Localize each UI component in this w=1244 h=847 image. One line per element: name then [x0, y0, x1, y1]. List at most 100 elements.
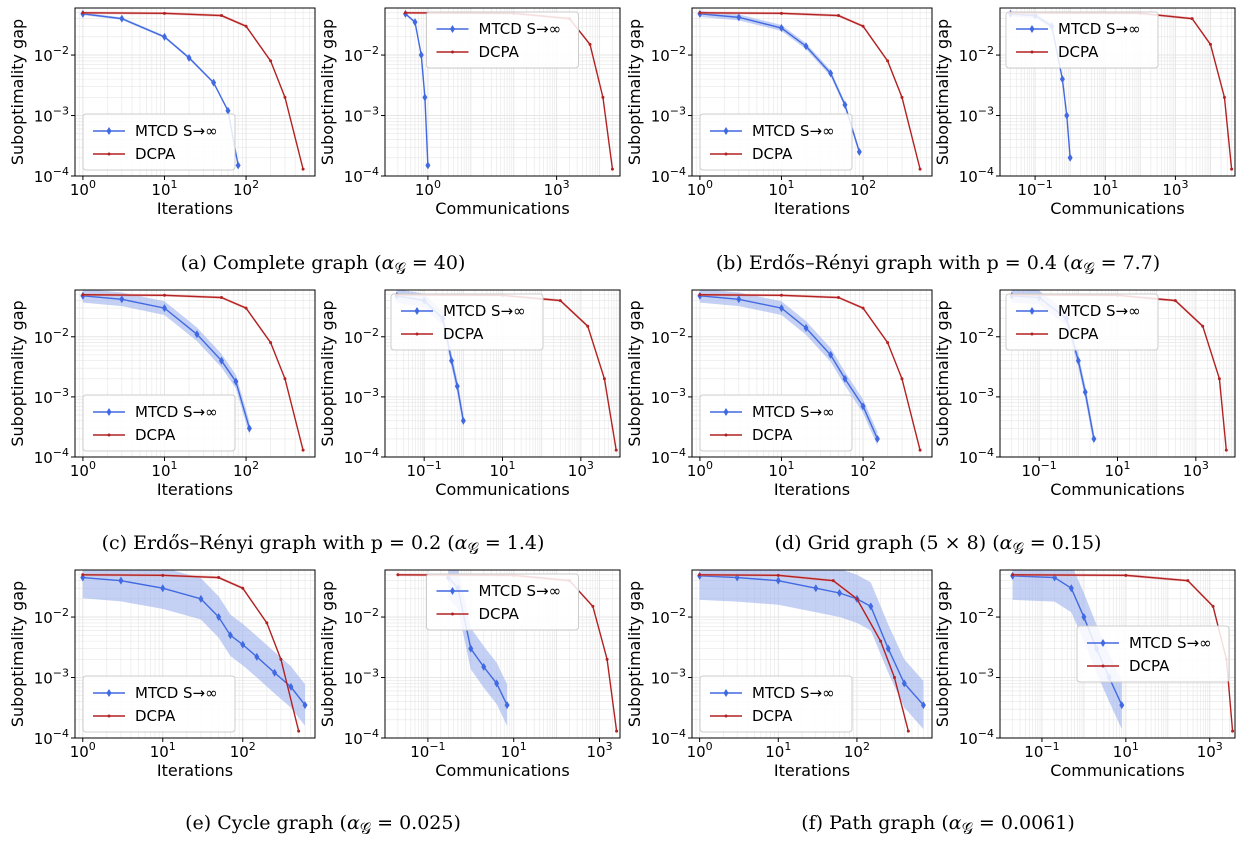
y-tick-label: 10−2: [959, 44, 994, 65]
y-tick-label: 10−4: [34, 727, 69, 748]
data-point-mtcd: [118, 576, 124, 585]
legend: MTCD S→∞ DCPA: [390, 293, 544, 351]
data-point-dcpa: [265, 621, 269, 625]
data-point-mtcd: [272, 668, 278, 677]
y-tick-label: 10−4: [651, 727, 686, 748]
data-point-dcpa: [1208, 42, 1212, 46]
series-line-mtcd: [699, 295, 879, 440]
legend-marker-dcpa: [451, 50, 454, 54]
data-point-mtcd: [481, 662, 487, 671]
data-point-mtcd: [254, 652, 260, 661]
data-point-mtcd: [1091, 434, 1097, 443]
data-point-dcpa: [698, 293, 702, 297]
data-point-mtcd: [227, 631, 233, 640]
legend-label-dcpa: DCPA: [752, 426, 793, 444]
y-tick-label: 10−4: [344, 727, 379, 748]
data-point-dcpa: [244, 306, 248, 310]
caption-e: (e) Cycle graph (α𝒢 = 0.025): [185, 812, 461, 838]
data-point-dcpa: [81, 293, 85, 297]
x-tick-label: 101: [768, 459, 794, 480]
legend: MTCD S→∞ DCPA: [699, 113, 853, 171]
chart-f-right: 10−1 101 103 10−4 10−3 10−2 Communications Subo…: [933, 569, 1236, 780]
y-tick-label: 10−3: [959, 386, 994, 407]
legend-label-dcpa: DCPA: [135, 145, 176, 163]
x-axis-label: Communications: [435, 480, 569, 499]
data-point-mtcd: [211, 78, 217, 87]
x-axis-label: Communications: [1050, 199, 1184, 218]
legend-frame: [426, 573, 579, 631]
data-point-mtcd: [856, 147, 862, 156]
data-point-dcpa: [269, 341, 273, 345]
legend-marker-mtcd: [1029, 307, 1035, 315]
data-point-mtcd: [778, 24, 784, 33]
data-point-dcpa: [698, 573, 702, 577]
data-point-mtcd: [1064, 111, 1070, 120]
x-axis-label: Iterations: [774, 199, 850, 218]
data-point-dcpa: [283, 377, 287, 381]
data-point-mtcd: [246, 424, 252, 433]
y-axis-label: Suboptimality gap: [8, 19, 27, 165]
data-point-dcpa: [900, 377, 904, 381]
x-tick-label: 102: [850, 459, 876, 480]
legend-label-dcpa: DCPA: [443, 325, 484, 343]
data-point-dcpa: [1222, 95, 1226, 99]
legend-label-mtcd: MTCD S→∞: [752, 403, 835, 421]
data-point-dcpa: [605, 657, 609, 661]
y-tick-label: 10−2: [34, 326, 69, 347]
data-point-mtcd: [219, 356, 225, 365]
legend-marker-dcpa: [724, 433, 728, 437]
y-axis-label: Suboptimality gap: [8, 581, 27, 727]
data-point-dcpa: [602, 377, 606, 381]
x-tick-label: 100: [687, 178, 713, 199]
x-tick-label: 10−1: [1022, 459, 1057, 480]
x-tick-label: 100: [687, 740, 713, 761]
y-tick-label: 10−2: [344, 44, 379, 65]
chart-d-left: 100 101 102 10−4 10−3 10−2 Iterations Suboptima…: [625, 289, 933, 499]
y-tick-label: 10−2: [344, 606, 379, 627]
legend-marker-mtcd: [450, 25, 455, 33]
data-point-mtcd: [418, 51, 424, 60]
x-tick-label: 100: [70, 178, 96, 199]
y-axis-label: Suboptimality gap: [933, 300, 952, 446]
chart-a-left: 100 101 102 10−4 10−3 10−2 Iterations Suboptima…: [8, 7, 316, 218]
data-point-mtcd: [119, 14, 125, 23]
data-point-dcpa: [879, 639, 883, 643]
data-point-mtcd: [1075, 356, 1081, 365]
legend: MTCD S→∞ DCPA: [426, 11, 579, 69]
x-tick-label: 103: [568, 459, 594, 480]
x-tick-label: 103: [1162, 178, 1188, 199]
y-tick-label: 10−4: [344, 446, 379, 467]
data-point-mtcd: [468, 644, 474, 653]
x-axis-label: Communications: [435, 199, 569, 218]
data-point-dcpa: [283, 95, 287, 99]
x-axis-label: Communications: [435, 761, 569, 780]
y-tick-label: 10−3: [34, 386, 69, 407]
chart-d-right: 10−1 101 103 10−4 10−3 10−2 Communications Subo…: [933, 289, 1236, 499]
legend-frame: [82, 113, 236, 171]
data-point-dcpa: [403, 11, 407, 15]
legend-marker-dcpa: [451, 612, 454, 616]
data-point-dcpa: [779, 293, 783, 297]
legend: MTCD S→∞ DCPA: [1005, 11, 1159, 69]
legend-label-mtcd: MTCD S→∞: [443, 302, 526, 320]
legend-label-mtcd: MTCD S→∞: [1129, 634, 1212, 652]
x-tick-label: 101: [768, 178, 794, 199]
legend-label-mtcd: MTCD S→∞: [1058, 302, 1141, 320]
y-tick-label: 10−2: [344, 326, 379, 347]
data-point-dcpa: [162, 11, 166, 15]
chart-c-left: 100 101 102 10−4 10−3 10−2 Iterations Suboptima…: [8, 289, 316, 499]
legend-label-mtcd: MTCD S→∞: [752, 122, 835, 140]
data-point-mtcd: [160, 584, 166, 593]
data-point-mtcd: [494, 679, 500, 688]
data-point-dcpa: [918, 167, 922, 171]
legend-label-dcpa: DCPA: [479, 605, 520, 623]
data-point-mtcd: [1068, 584, 1074, 593]
data-point-mtcd: [1081, 613, 1087, 622]
data-point-mtcd: [874, 434, 880, 443]
legend-frame: [1076, 625, 1230, 683]
data-point-dcpa: [81, 11, 85, 15]
data-point-dcpa: [1230, 167, 1234, 171]
axes-frame: [999, 569, 1236, 739]
y-tick-label: 10−3: [344, 667, 379, 688]
x-tick-label: 101: [765, 740, 791, 761]
